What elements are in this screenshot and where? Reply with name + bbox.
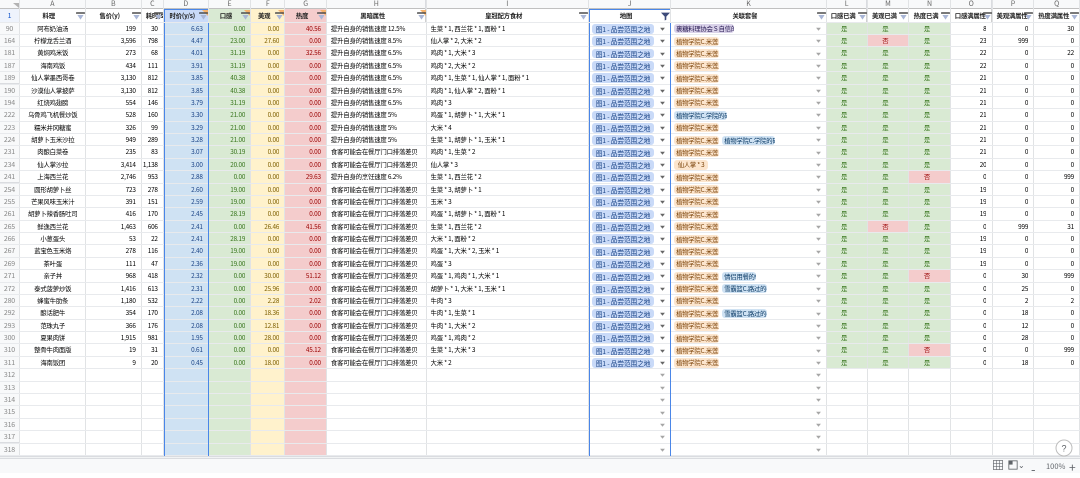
svg-text:?: ? [1061, 443, 1066, 453]
